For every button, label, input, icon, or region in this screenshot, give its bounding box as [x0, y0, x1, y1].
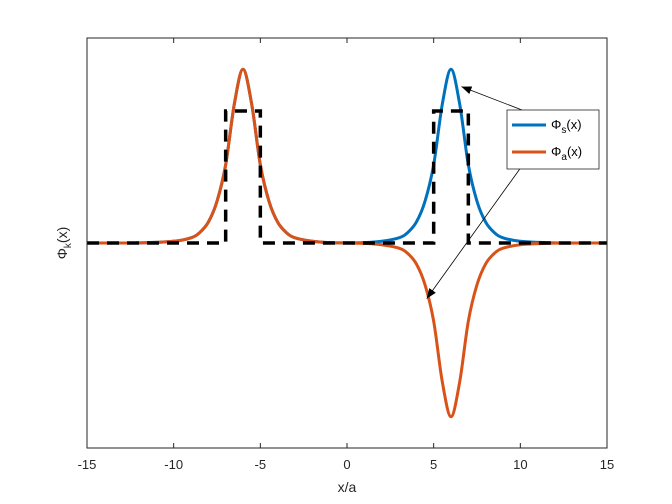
annotation-arrow-line	[426, 155, 530, 299]
x-tick-label: 0	[343, 457, 350, 472]
x-tick-label: -5	[255, 457, 267, 472]
x-tick-label: 15	[600, 457, 614, 472]
legend-label-a: Φa(x)	[551, 144, 582, 163]
y-axis-label: Φk(x)	[54, 227, 74, 260]
plot-frame	[86, 37, 608, 449]
potential-well-dashed-line	[87, 109, 607, 245]
legend-box	[506, 109, 600, 170]
x-tick-label: -15	[78, 457, 97, 472]
legend: Φs(x) Φa(x)	[506, 109, 600, 170]
x-tick-label: 10	[513, 457, 527, 472]
y-axis-label-main: Φ	[54, 248, 70, 259]
annotation-arrows	[426, 86, 530, 299]
x-axis-label: x/a	[338, 479, 357, 495]
series-lines	[87, 67, 607, 419]
x-tick-label: -10	[164, 457, 183, 472]
annotation-arrowhead	[426, 288, 436, 299]
x-tick-label: 5	[430, 457, 437, 472]
y-axis-label-tail: (x)	[54, 227, 70, 243]
annotation-arrowhead	[461, 86, 473, 94]
annotation-arrow-line	[461, 86, 530, 114]
y-axis-label-sub: k	[63, 242, 74, 248]
legend-label-s: Φs(x)	[551, 117, 582, 136]
x-tick-labels: -15 -10 -5 0 5 10 15	[78, 457, 615, 472]
